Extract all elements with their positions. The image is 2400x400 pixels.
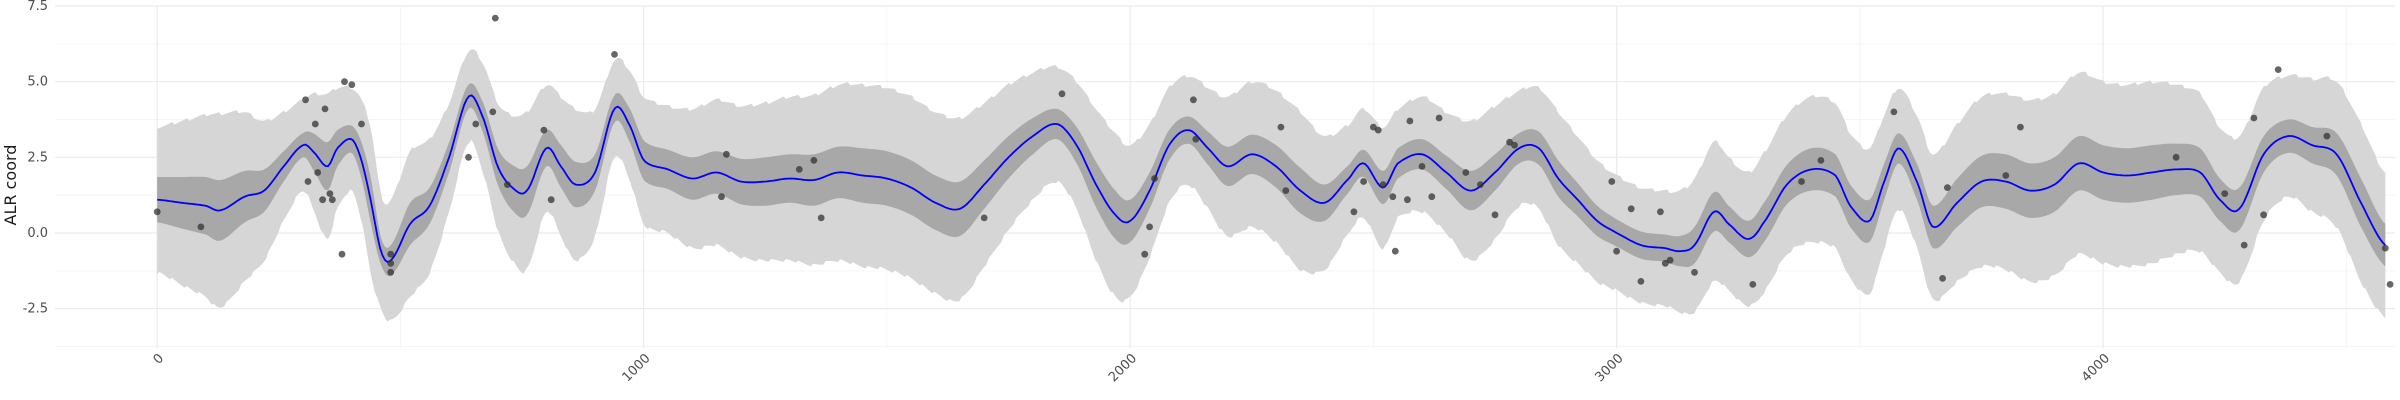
observation-point bbox=[197, 223, 205, 231]
observation-point bbox=[1435, 114, 1443, 122]
y-tick-label: -2.5 bbox=[23, 302, 48, 317]
observation-point bbox=[1462, 169, 1470, 176]
observation-point bbox=[304, 178, 312, 185]
observation-point bbox=[817, 214, 825, 222]
observation-point bbox=[321, 105, 329, 113]
observation-point bbox=[2386, 281, 2394, 288]
y-axis-tick-labels: -2.5 0.0 2.5 5.0 7.5 bbox=[23, 0, 48, 317]
y-tick-label: 0.0 bbox=[27, 226, 48, 241]
observation-point bbox=[1749, 281, 1757, 288]
observation-point bbox=[980, 214, 988, 222]
observation-point bbox=[348, 81, 356, 89]
observation-point bbox=[387, 250, 395, 258]
y-tick-label: 2.5 bbox=[27, 150, 48, 165]
observation-point bbox=[338, 250, 346, 258]
observation-point bbox=[718, 193, 725, 201]
observation-point bbox=[504, 181, 511, 189]
y-tick-label: 7.5 bbox=[27, 0, 48, 14]
observation-point bbox=[1691, 268, 1698, 276]
observation-point bbox=[1477, 181, 1484, 189]
observation-point bbox=[2240, 241, 2248, 249]
observation-point bbox=[1666, 256, 1674, 264]
observation-point bbox=[1657, 208, 1664, 216]
observation-point bbox=[540, 126, 548, 134]
observation-point bbox=[1511, 141, 1518, 149]
observation-points bbox=[153, 14, 2394, 288]
observation-point bbox=[328, 196, 336, 204]
observation-point bbox=[1406, 117, 1414, 125]
observation-point bbox=[341, 78, 348, 86]
observation-point bbox=[1058, 90, 1066, 98]
observation-point bbox=[2002, 172, 2010, 179]
observation-point bbox=[1404, 196, 1411, 204]
observation-point bbox=[1141, 250, 1149, 258]
outer-credible-band bbox=[157, 49, 2386, 322]
observation-point bbox=[326, 190, 334, 198]
observation-point bbox=[2221, 190, 2229, 198]
observation-point bbox=[1627, 205, 1635, 213]
observation-point bbox=[1491, 211, 1499, 219]
observation-point bbox=[1146, 223, 1153, 231]
observation-point bbox=[2323, 132, 2331, 140]
observation-point bbox=[1391, 247, 1399, 255]
observation-point bbox=[1350, 208, 1358, 216]
observation-point bbox=[491, 14, 499, 22]
observation-point bbox=[1418, 163, 1426, 170]
observation-point bbox=[2250, 114, 2258, 122]
observation-point bbox=[314, 169, 322, 176]
observation-point bbox=[1374, 126, 1382, 134]
observation-point bbox=[1890, 108, 1898, 116]
observation-point bbox=[2381, 244, 2389, 252]
observation-point bbox=[1798, 178, 1805, 185]
inner-credible-band bbox=[157, 83, 2386, 276]
observation-point bbox=[1637, 278, 1645, 285]
observation-point bbox=[1506, 138, 1513, 146]
observation-point bbox=[547, 196, 555, 204]
observation-point bbox=[311, 120, 319, 128]
observation-point bbox=[1360, 178, 1367, 185]
observation-point bbox=[153, 208, 161, 216]
credible-bands bbox=[157, 49, 2386, 322]
observation-point bbox=[358, 120, 365, 128]
observation-point bbox=[1379, 181, 1387, 189]
observation-point bbox=[387, 259, 395, 267]
observation-point bbox=[1613, 247, 1620, 255]
observation-point bbox=[1939, 275, 1946, 282]
observation-point bbox=[465, 153, 472, 161]
observation-point bbox=[302, 96, 309, 104]
observation-point bbox=[1608, 178, 1616, 185]
observation-point bbox=[1277, 123, 1285, 131]
y-tick-label: 5.0 bbox=[27, 75, 48, 90]
observation-point bbox=[1428, 193, 1436, 201]
observation-point bbox=[1661, 259, 1669, 267]
posterior-mean bbox=[157, 94, 2386, 264]
observation-point bbox=[489, 108, 497, 116]
observation-point bbox=[2017, 123, 2024, 131]
observation-point bbox=[1817, 157, 1825, 164]
observation-point bbox=[1389, 193, 1397, 201]
observation-point bbox=[2260, 211, 2268, 219]
mean-line bbox=[157, 94, 2386, 264]
observation-point bbox=[810, 157, 818, 164]
observation-point bbox=[1190, 96, 1197, 104]
observation-point bbox=[1151, 175, 1158, 182]
observation-point bbox=[472, 120, 480, 128]
y-axis-title: ALR coord bbox=[1, 145, 20, 226]
observation-point bbox=[795, 166, 803, 173]
observation-point bbox=[1192, 135, 1200, 143]
observation-point bbox=[723, 150, 730, 158]
observation-point bbox=[387, 268, 395, 276]
observation-point bbox=[1944, 184, 1951, 192]
observation-point bbox=[611, 51, 618, 58]
observation-point bbox=[2274, 66, 2282, 73]
observation-point bbox=[1282, 187, 1290, 195]
observation-point bbox=[319, 196, 326, 204]
observation-point bbox=[2172, 153, 2180, 161]
